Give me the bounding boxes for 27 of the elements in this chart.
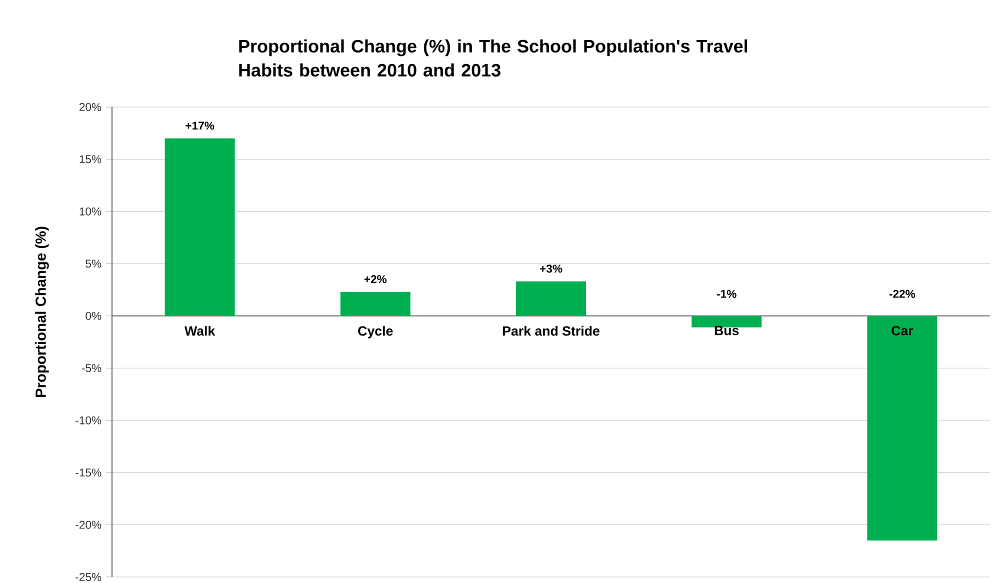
chart-title: Proportional Change (%) in The School Population's Travel Habits between 2010 and 2013 bbox=[239, 39, 748, 77]
bar bbox=[867, 316, 938, 540]
data-label: -22% bbox=[889, 290, 916, 298]
y-tick-label: 10% bbox=[80, 207, 102, 216]
bar bbox=[164, 138, 235, 316]
data-label: +2% bbox=[364, 275, 387, 284]
x-tick-label: Walk bbox=[184, 326, 216, 336]
x-tick-label: Cycle bbox=[358, 326, 393, 338]
y-tick-label: -25% bbox=[76, 572, 102, 582]
y-tick-label: -15% bbox=[76, 468, 102, 477]
y-tick-label: 5% bbox=[86, 260, 102, 268]
data-label: +3% bbox=[540, 264, 562, 273]
x-tick-label: Car bbox=[892, 326, 914, 336]
data-label: +17% bbox=[186, 122, 214, 130]
y-tick-label: -10% bbox=[76, 416, 102, 424]
data-label: -1% bbox=[716, 290, 736, 298]
x-tick-label: Park and Stride bbox=[502, 326, 600, 336]
y-tick-label: 0% bbox=[86, 312, 102, 320]
bar bbox=[340, 292, 410, 316]
y-tick-label: 15% bbox=[80, 155, 102, 164]
bar bbox=[692, 316, 762, 328]
bar bbox=[516, 281, 586, 316]
y-tick-label: 20% bbox=[79, 103, 102, 112]
y-axis-title: Proportional Change (%) bbox=[35, 226, 49, 397]
x-tick-label: Bus bbox=[714, 326, 739, 336]
y-tick-label: -5% bbox=[82, 364, 102, 372]
y-tick-label: -20% bbox=[76, 520, 102, 529]
